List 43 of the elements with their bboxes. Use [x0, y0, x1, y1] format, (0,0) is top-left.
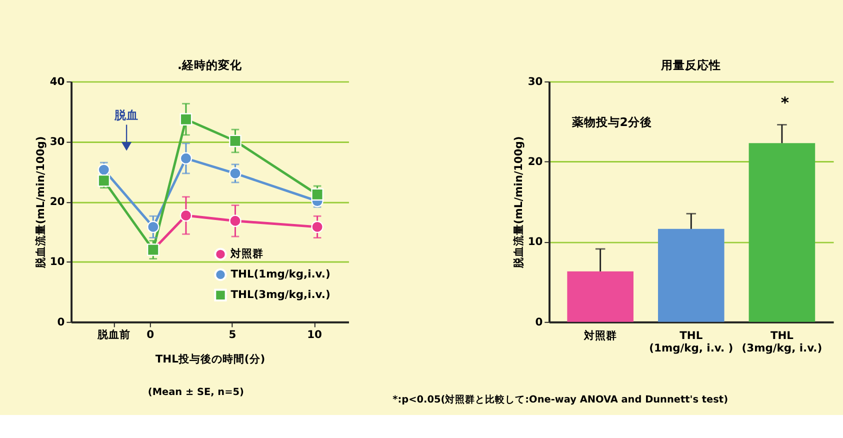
point — [147, 220, 160, 234]
x-tick-label: 10 — [307, 328, 322, 341]
point — [180, 152, 192, 165]
bar — [748, 143, 816, 322]
x-tick-label: THL (3mg/kg, i.v.) — [742, 328, 822, 355]
y-axis-title: 脱血流量(mL/min/100g) — [34, 136, 47, 270]
annotation: 薬物投与2分後 — [570, 115, 652, 130]
y-axis-title: 脱血流量(mL/min/100g) — [512, 136, 525, 270]
y-tick-label: 30 — [528, 74, 543, 88]
point — [180, 209, 192, 222]
point — [229, 214, 242, 228]
point — [98, 164, 110, 176]
point — [311, 188, 324, 201]
y-tick-label: 20 — [50, 195, 65, 208]
point — [229, 134, 242, 148]
annotation: 脱血 — [114, 108, 139, 122]
y-tick-label: 0 — [535, 315, 543, 328]
point — [98, 174, 110, 187]
text: (Mean ± SE, n=5) — [148, 386, 244, 398]
chart-title: .経時的変化 — [178, 58, 243, 72]
x-tick-label: 0 — [146, 328, 154, 341]
y-tick-label: 10 — [50, 255, 65, 268]
bar — [658, 228, 724, 322]
y-tick-label: 10 — [528, 235, 543, 248]
y-tick-label: 0 — [57, 315, 65, 328]
x-tick-label: THL (1mg/kg, i.v. ) — [649, 328, 734, 355]
point — [311, 220, 324, 234]
bar — [567, 271, 634, 322]
x-axis-title: THL投与後の時間(分) — [155, 352, 266, 366]
legend-label: 対照群 — [230, 247, 264, 260]
text: *:p<0.05(対照群と比較して:One-way ANOVA and Dunnett's test) — [392, 394, 728, 406]
x-tick-label: 脱血前 — [96, 328, 131, 341]
legend-label: THL(3mg/kg,i.v.) — [230, 288, 330, 302]
point — [229, 167, 242, 180]
annotation: * — [780, 94, 790, 112]
y-tick-label: 20 — [528, 154, 543, 168]
x-tick-label: 対照群 — [582, 328, 617, 342]
chart-title: 用量反応性 — [660, 58, 722, 72]
y-tick-label: 30 — [50, 134, 65, 148]
legend-label: THL(1mg/kg,i.v.) — [230, 268, 330, 281]
y-tick-label: 40 — [50, 74, 65, 88]
x-tick-label: 5 — [228, 328, 236, 341]
point — [180, 113, 192, 126]
